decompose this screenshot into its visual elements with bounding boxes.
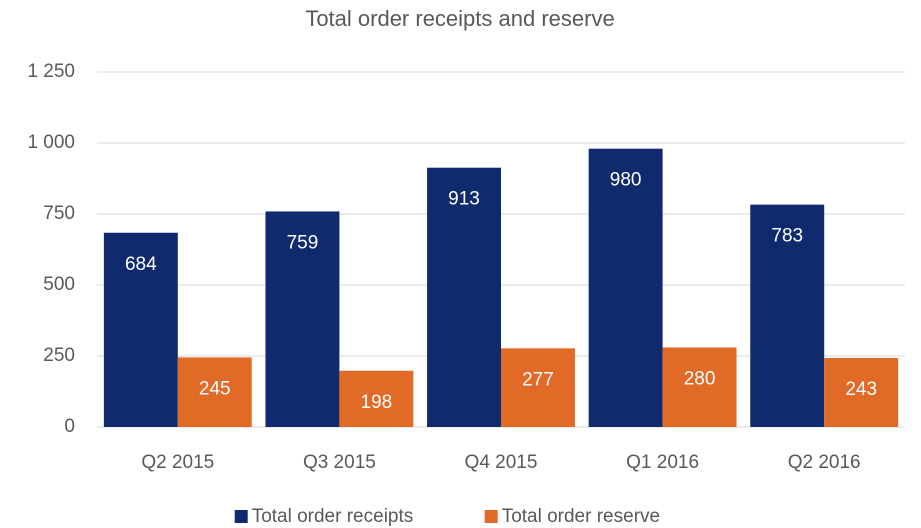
data-label: 277	[522, 369, 554, 390]
bar	[177, 357, 252, 427]
bar	[824, 357, 899, 427]
data-label: 243	[845, 379, 877, 400]
y-tick-label: 250	[43, 345, 75, 366]
data-label: 980	[610, 170, 642, 191]
data-label: 759	[287, 232, 319, 253]
bar	[750, 204, 825, 427]
data-label: 783	[771, 226, 803, 247]
x-tick-label: Q2 2016	[788, 452, 861, 473]
x-tick-label: Q4 2015	[465, 452, 538, 473]
legend-label: Total order receipts	[252, 506, 414, 527]
bar	[427, 167, 501, 427]
data-label: 913	[448, 189, 480, 210]
y-tick-label: 0	[64, 416, 75, 437]
bar	[662, 347, 737, 427]
x-tick-label: Q2 2015	[141, 452, 214, 473]
bar	[588, 148, 663, 427]
y-tick-label: 750	[43, 203, 75, 224]
bar	[339, 370, 414, 427]
data-label: 245	[199, 378, 231, 399]
y-tick-label: 1 000	[27, 132, 75, 153]
bar	[265, 211, 340, 427]
x-tick-label: Q1 2016	[626, 452, 699, 473]
legend-label: Total order reserve	[502, 506, 660, 527]
chart-title: Total order receipts and reserve	[305, 6, 614, 31]
data-label: 684	[125, 254, 157, 275]
legend-swatch	[234, 510, 248, 523]
y-tick-label: 1 250	[27, 61, 75, 82]
legend-swatch	[484, 510, 498, 523]
x-tick-label: Q3 2015	[303, 452, 376, 473]
bar	[103, 232, 178, 427]
data-label: 280	[684, 368, 716, 389]
bar	[501, 348, 575, 427]
data-label: 198	[361, 392, 393, 413]
y-tick-label: 500	[43, 274, 75, 295]
